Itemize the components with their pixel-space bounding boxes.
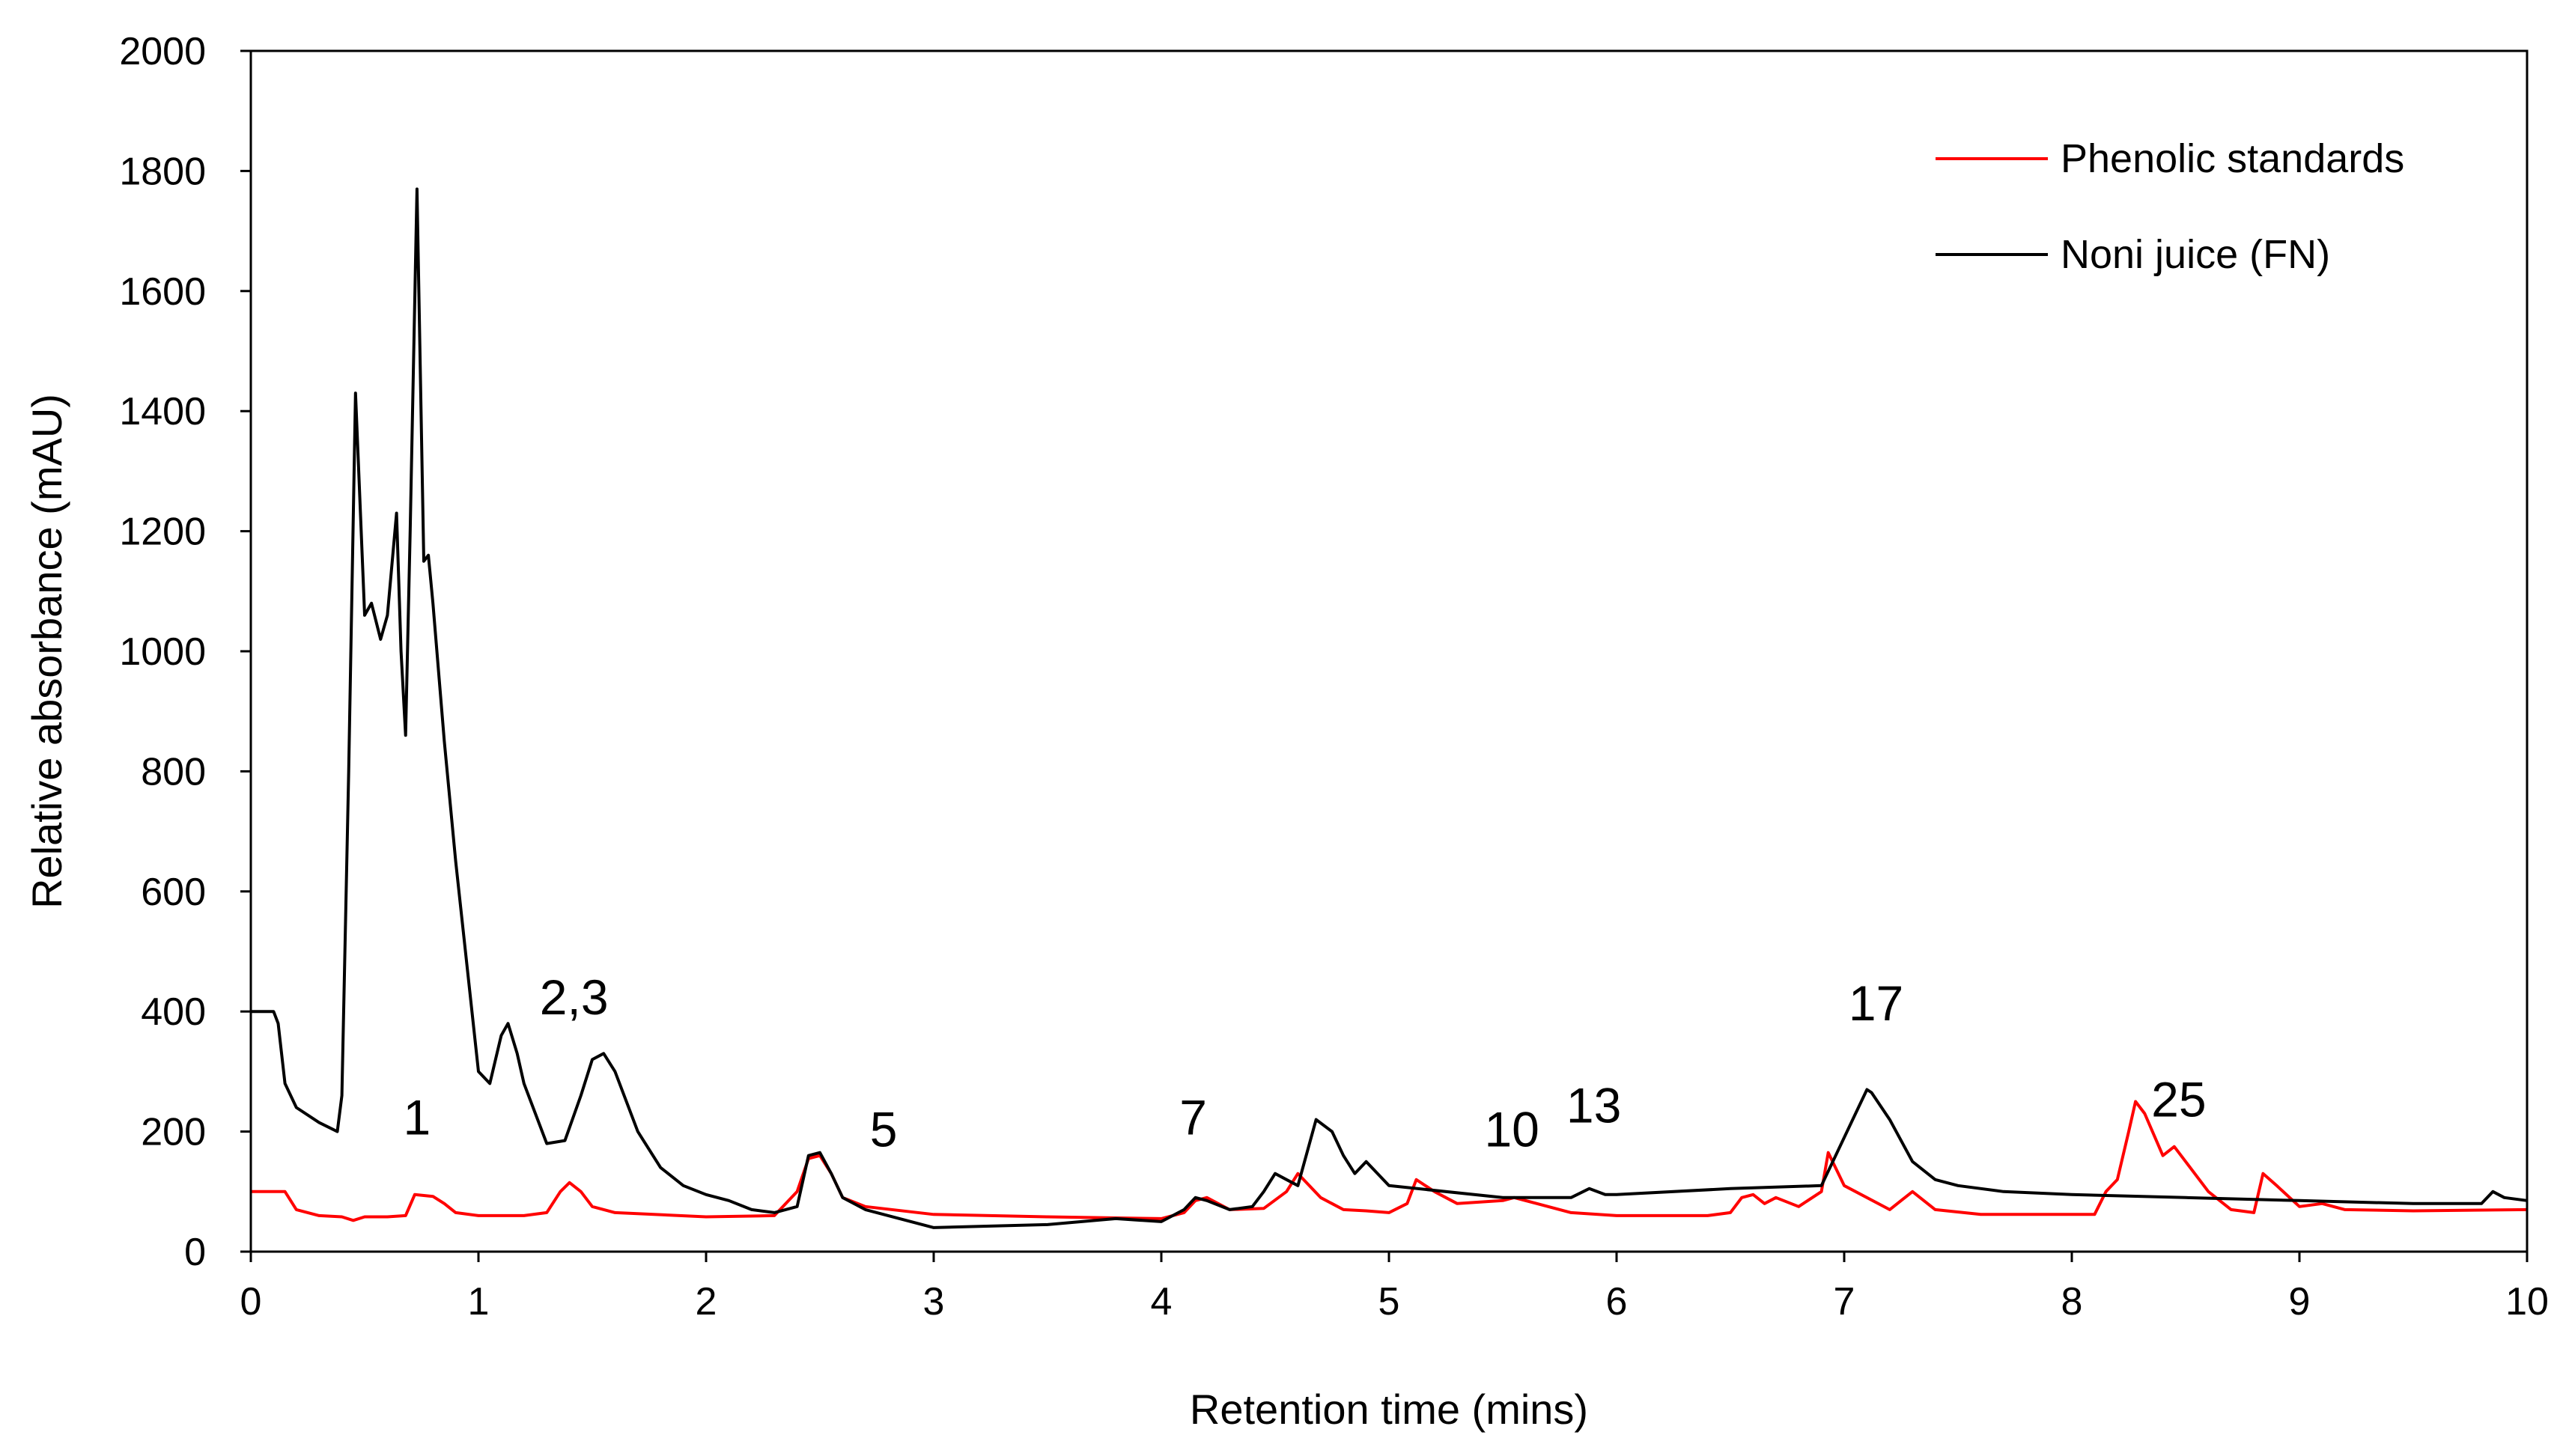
peak-label: 2,3 — [540, 969, 609, 1025]
x-tick-label: 8 — [2061, 1280, 2083, 1324]
legend: Phenolic standards Noni juice (FN) — [1936, 136, 2404, 277]
y-tick-label: 1600 — [119, 270, 206, 314]
peak-label: 25 — [2151, 1072, 2206, 1127]
x-axis-ticks: 0 1 2 3 4 5 6 7 8 9 10 — [240, 1252, 2549, 1324]
x-tick-label: 5 — [1378, 1280, 1400, 1324]
x-tick-label: 2 — [696, 1280, 717, 1324]
y-axis-title: Relative absorbance (mAU) — [23, 394, 70, 909]
x-axis-title: Retention time (mins) — [1190, 1386, 1588, 1433]
y-axis-ticks: 0 200 400 600 800 1000 1200 1400 1600 1800 2000 — [119, 30, 251, 1274]
peak-label: 5 — [870, 1102, 898, 1157]
y-tick-label: 200 — [141, 1111, 206, 1154]
y-tick-label: 1800 — [119, 150, 206, 193]
x-tick-label: 3 — [923, 1280, 945, 1324]
x-tick-label: 6 — [1606, 1280, 1628, 1324]
x-tick-label: 9 — [2289, 1280, 2311, 1324]
y-tick-label: 1200 — [119, 511, 206, 554]
x-tick-label: 10 — [2505, 1280, 2549, 1324]
x-tick-label: 7 — [1834, 1280, 1855, 1324]
y-tick-label: 2000 — [119, 30, 206, 73]
x-tick-label: 0 — [240, 1280, 262, 1324]
y-tick-label: 1400 — [119, 390, 206, 433]
peak-label: 10 — [1484, 1102, 1539, 1157]
series-lines — [251, 187, 2528, 1229]
peak-annotations: 1 2,3 5 7 10 13 17 25 — [404, 969, 2207, 1157]
y-tick-label: 600 — [141, 871, 206, 914]
y-tick-label: 800 — [141, 750, 206, 794]
y-tick-label: 400 — [141, 990, 206, 1034]
series-line-noni-juice — [251, 187, 2528, 1229]
x-tick-label: 1 — [468, 1280, 490, 1324]
legend-label-phenolic-standards: Phenolic standards — [2061, 136, 2404, 181]
plot-area-frame — [249, 49, 2529, 1253]
y-tick-label: 1000 — [119, 630, 206, 674]
legend-label-noni-juice: Noni juice (FN) — [2061, 232, 2330, 277]
series-line-phenolic-standards — [251, 1100, 2528, 1222]
peak-label: 13 — [1566, 1078, 1621, 1133]
x-tick-label: 4 — [1151, 1280, 1173, 1324]
peak-label: 17 — [1849, 975, 1903, 1031]
peak-label: 1 — [404, 1090, 431, 1145]
peak-label: 7 — [1179, 1090, 1207, 1145]
y-tick-label: 0 — [184, 1231, 206, 1274]
